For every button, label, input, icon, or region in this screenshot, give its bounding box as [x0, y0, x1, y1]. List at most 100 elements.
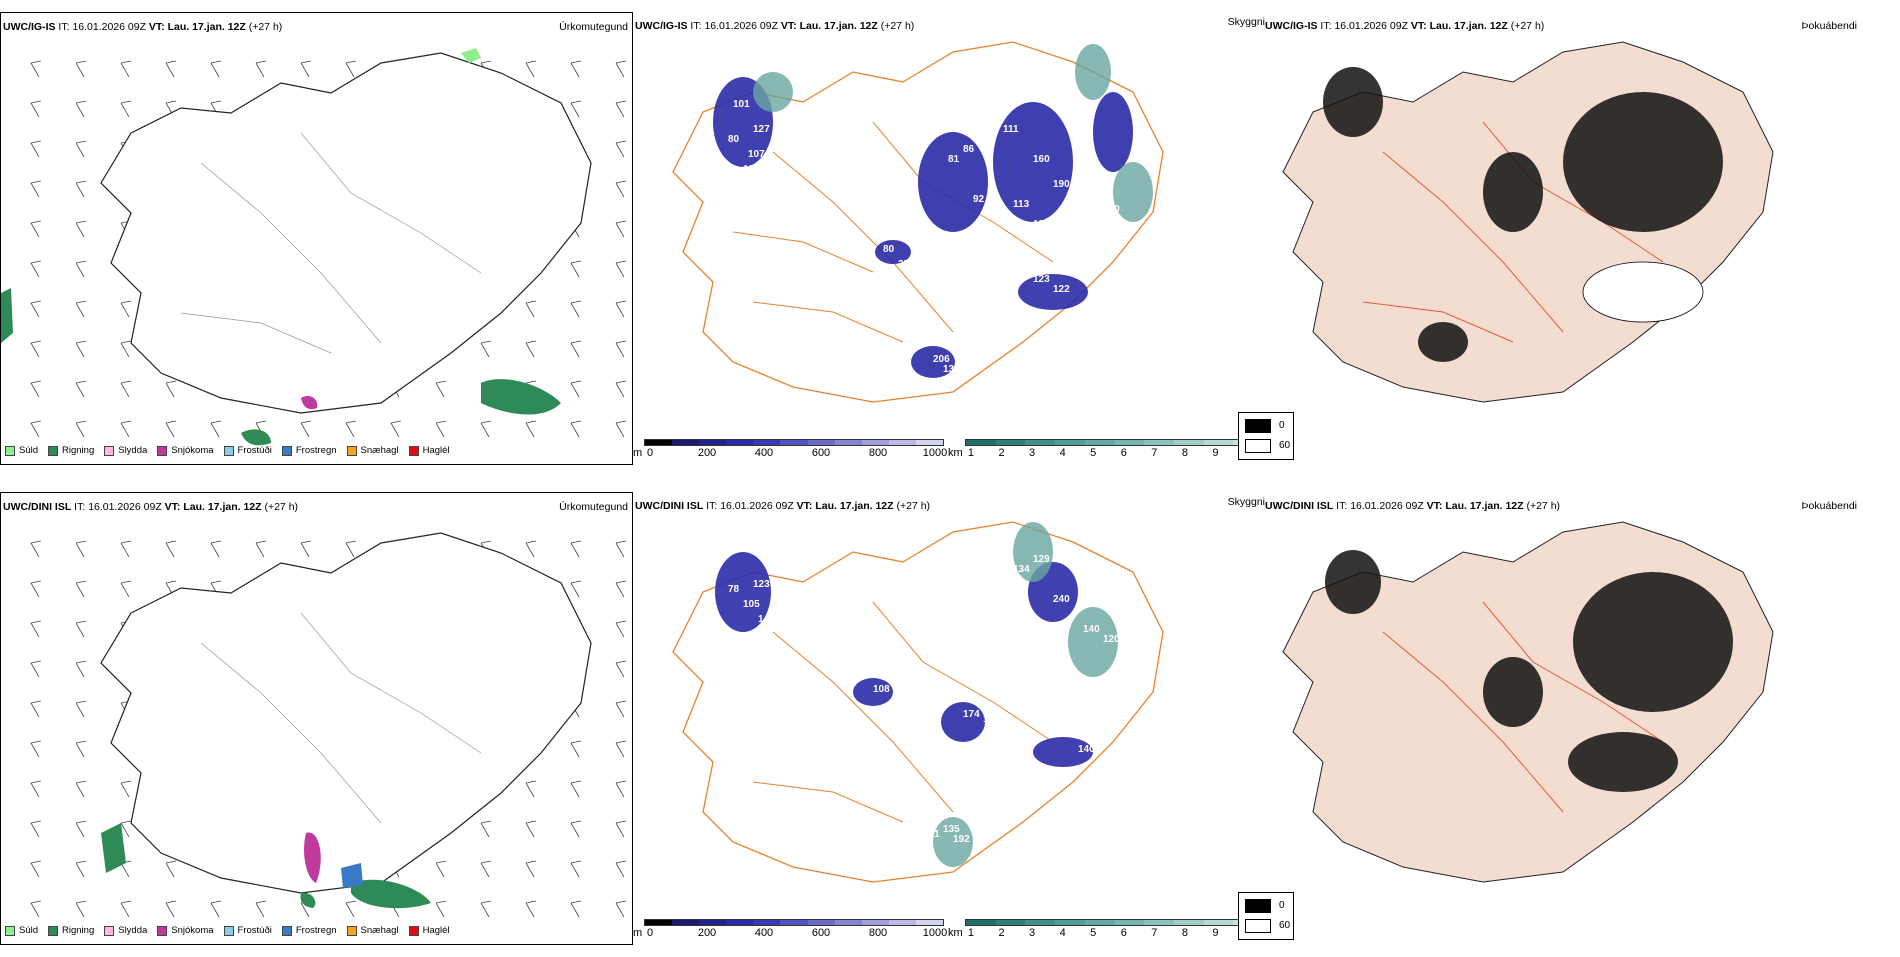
- visibility-label: 78: [728, 584, 740, 595]
- visibility-label: 160: [1033, 154, 1050, 165]
- legend-swatch: [104, 445, 115, 456]
- legend-swatch: [48, 445, 59, 456]
- legend-label: Frostregn: [295, 445, 337, 456]
- visibility-label: 140: [758, 614, 775, 625]
- model-name: UWC/IG-IS: [3, 21, 56, 33]
- scale-tick: 5: [1090, 927, 1097, 939]
- scale-bar-m: [644, 439, 944, 446]
- fog-legend: 0 60: [1238, 892, 1294, 940]
- scale-tick: 7: [1151, 447, 1158, 459]
- precip-legend: Súld Rigning Slydda Snjókoma Frostúði Frostre…: [5, 925, 450, 936]
- legend-label: Haglél: [422, 445, 450, 456]
- visibility-label: 134: [1013, 564, 1030, 575]
- scale-tick: 1000: [922, 447, 948, 459]
- visibility-label: 105: [743, 599, 760, 610]
- legend-swatch: [223, 445, 234, 456]
- visibility-label: 174: [983, 714, 1000, 725]
- scale-tick: 800: [868, 927, 888, 939]
- precip-panel-bottom: UWC/DINI ISL IT: 16.01.2026 09Z VT: Lau.…: [0, 492, 633, 945]
- scale-tick: 8: [1181, 927, 1188, 939]
- legend-label: Frostúði: [237, 925, 272, 936]
- visibility-label: 119: [743, 164, 760, 175]
- visibility-label: 122: [1053, 284, 1070, 295]
- visibility-label: 192: [953, 834, 970, 845]
- panel-title: Þokuábendi: [1801, 500, 1857, 512]
- scale-tick: 200: [697, 927, 717, 939]
- scale-ticks-km: 12345678910: [965, 446, 1264, 460]
- scale-tick: 8: [1181, 447, 1188, 459]
- scale-ticks-m: 0 200 400 600 800 1000: [644, 446, 948, 460]
- scale-tick: 400: [754, 447, 774, 459]
- legend-item: Frostregn: [281, 925, 337, 936]
- iceland-visibility-map: 78 12310514013412924014017410817419213514…: [672, 521, 1164, 883]
- visibility-label: 206: [933, 354, 950, 365]
- legend-label: Snjókoma: [171, 925, 214, 936]
- visibility-label: 80: [883, 244, 895, 255]
- panel-title: Úrkomutegund: [559, 501, 628, 513]
- visibility-label: 123: [753, 579, 770, 590]
- legend-item: Súld: [5, 925, 38, 936]
- visibility-label: 174: [963, 709, 980, 720]
- fog-panel-bottom: UWC/DINI ISL IT: 16.01.2026 09Z VT: Lau.…: [1238, 492, 1893, 957]
- visibility-label: 123: [1033, 274, 1050, 285]
- visibility-label: 86: [963, 144, 975, 155]
- iceland-precip-map: [30, 532, 627, 918]
- panel-header: UWC/IG-IS IT: 16.01.2026 09Z VT: Lau. 17…: [1265, 20, 1545, 32]
- scale-tick: 1000: [922, 927, 948, 939]
- legend-item: Haglél: [408, 925, 450, 936]
- legend-item: Haglél: [408, 445, 450, 456]
- visibility-label: 140: [1078, 744, 1095, 755]
- scale-tick: 5: [1090, 447, 1097, 459]
- visibility-label: 127: [753, 124, 770, 135]
- legend-label: Frostúði: [237, 445, 272, 456]
- legend-swatch: [223, 925, 234, 936]
- panel-header: UWC/IG-IS IT: 16.01.2026 09Z VT: Lau. 17…: [3, 21, 283, 33]
- legend-label: Haglél: [422, 925, 450, 936]
- scale-tick: 400: [754, 927, 774, 939]
- legend-swatch: [5, 445, 15, 456]
- visibility-label: 190: [1053, 179, 1070, 190]
- legend-swatch: [104, 925, 115, 936]
- lead-time: (+27 h): [248, 21, 283, 33]
- scale-tick: 4: [1059, 447, 1066, 459]
- legend-swatch: [346, 445, 357, 456]
- visibility-label: 80: [728, 134, 740, 145]
- init-time: 16.01.2026 09Z: [72, 21, 146, 33]
- visibility-label: 120: [1103, 204, 1120, 215]
- iceland-precip-map: [1, 48, 627, 446]
- panel-title: Skyggni: [1227, 496, 1265, 508]
- iceland-fog-map: [1282, 521, 1774, 883]
- legend-item: Slydda: [104, 925, 147, 936]
- visibility-label: 110: [993, 214, 1010, 225]
- visibility-label: 92: [973, 194, 985, 205]
- scale-tick: 200: [697, 447, 717, 459]
- panel-header: UWC/IG-IS IT: 16.01.2026 09Z VT: Lau. 17…: [635, 20, 915, 32]
- panel-header: UWC/DINI ISL IT: 16.01.2026 09Z VT: Lau.…: [1265, 500, 1561, 512]
- panel-title: Skyggni: [1227, 16, 1265, 28]
- valid-time: Lau. 17.jan. 12Z: [167, 21, 246, 33]
- visibility-label: 131: [943, 364, 960, 375]
- legend-label: Slydda: [118, 925, 148, 936]
- legend-swatch: [346, 925, 357, 936]
- scale-tick: 7: [1151, 927, 1158, 939]
- panel-header: UWC/DINI ISL IT: 16.01.2026 09Z VT: Lau.…: [635, 500, 931, 512]
- panel-title: Úrkomutegund: [559, 21, 628, 33]
- visibility-label: 81: [948, 154, 960, 165]
- visibility-label: 129: [1033, 554, 1050, 565]
- legend-swatch: [281, 925, 292, 936]
- precip-legend: Súld Rigning Slydda Snjókoma Frostúði Frostre…: [5, 445, 450, 456]
- scale-tick: 600: [811, 927, 831, 939]
- legend-label: Rigning: [62, 445, 95, 456]
- legend-item: Frostregn: [281, 445, 337, 456]
- scale-tick: 800: [868, 447, 888, 459]
- panel-header: UWC/DINI ISL IT: 16.01.2026 09Z VT: Lau.…: [3, 501, 299, 513]
- visibility-label: 119: [1063, 234, 1080, 245]
- visibility-label: 135: [943, 824, 960, 835]
- legend-label: Snjókoma: [171, 445, 214, 456]
- visibility-label: 101: [733, 99, 750, 110]
- scale-tick: 2: [998, 927, 1005, 939]
- legend-swatch: [5, 925, 15, 936]
- scale-tick: 0: [646, 927, 654, 939]
- legend-swatch: [408, 445, 419, 456]
- legend-item: Slydda: [104, 445, 147, 456]
